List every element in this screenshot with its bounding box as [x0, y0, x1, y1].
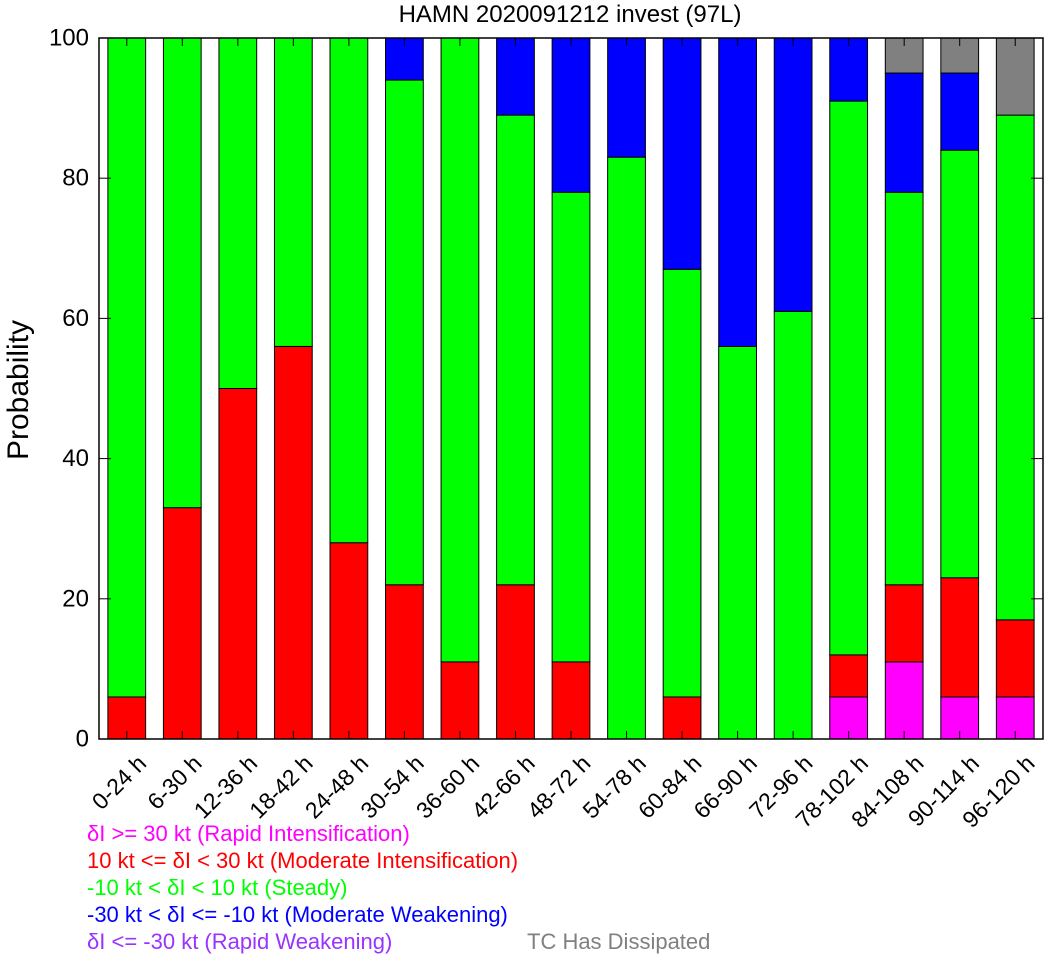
bar-segment-steady-9 — [607, 156, 646, 740]
legend-dissipated: TC Has Dissipated — [527, 929, 711, 954]
bar-segment-mw-8 — [551, 37, 591, 193]
bar-segment-steady-16 — [995, 114, 1035, 621]
legend-moderate-intensification: 10 kt <= δI < 30 kt (Moderate Intensific… — [87, 848, 519, 873]
bar-segment-ri-14 — [884, 661, 924, 740]
bar-segment-steady-1 — [162, 37, 202, 509]
bar-segment-mi-13 — [829, 654, 869, 698]
bars-group — [107, 37, 1035, 740]
bar-segment-steady-6 — [440, 37, 480, 663]
bar-segment-mi-3 — [273, 345, 313, 740]
y-tick-label-5: 100 — [49, 25, 89, 52]
y-tick-label-4: 80 — [62, 165, 89, 192]
bar-segment-steady-7 — [496, 114, 535, 586]
bar-segment-mi-15 — [940, 577, 980, 698]
bar-segment-steady-3 — [273, 37, 313, 347]
chart-title: HAMN 2020091212 invest (97L) — [399, 1, 742, 28]
legend-rapid-intensification: δI >= 30 kt (Rapid Intensification) — [87, 821, 410, 846]
bar-segment-steady-12 — [773, 310, 813, 740]
y-tick-label-1: 20 — [62, 585, 89, 612]
bar-segment-mi-14 — [884, 584, 924, 663]
y-axis-label: Probability — [2, 320, 35, 460]
bar-segment-steady-10 — [662, 268, 702, 698]
bar-segment-mi-16 — [995, 619, 1035, 698]
bar-segment-mi-1 — [162, 507, 202, 740]
bar-segment-steady-11 — [718, 345, 757, 740]
bar-segment-steady-8 — [551, 191, 591, 663]
bar-segment-steady-13 — [829, 100, 869, 656]
bar-segment-mi-4 — [329, 542, 369, 740]
bar-segment-steady-4 — [329, 37, 369, 544]
bar-segment-mw-12 — [773, 37, 813, 312]
legend-moderate-weakening: -30 kt < δI <= -10 kt (Moderate Weakenin… — [87, 902, 508, 927]
bar-segment-mi-2 — [218, 388, 258, 740]
bar-segment-mw-10 — [662, 37, 702, 270]
y-tick-label-3: 60 — [62, 305, 89, 332]
bar-segment-steady-14 — [884, 191, 924, 586]
bar-segment-mw-7 — [496, 37, 535, 116]
bar-segment-mi-7 — [496, 584, 535, 740]
bar-segment-mi-8 — [551, 661, 591, 740]
bar-segment-mw-13 — [829, 37, 869, 102]
bar-segment-mw-11 — [718, 37, 757, 347]
y-ticks-group: 0 20 40 60 80 100 — [49, 25, 1043, 753]
bar-segment-mi-6 — [440, 661, 480, 740]
bar-segment-diss-16 — [995, 37, 1035, 116]
y-tick-label-2: 40 — [62, 445, 89, 472]
bar-segment-mi-5 — [385, 584, 424, 740]
bar-segment-steady-15 — [940, 149, 980, 579]
bar-segment-steady-2 — [218, 37, 258, 389]
x-tick-label-0: 0-24 h — [87, 750, 152, 815]
legend-rapid-weakening: δI <= -30 kt (Rapid Weakening) — [87, 929, 393, 954]
plot-frame — [98, 37, 1044, 740]
bar-segment-steady-0 — [107, 37, 147, 698]
bar-segment-diss-14 — [884, 37, 924, 74]
bar-segment-mw-15 — [940, 72, 980, 151]
legend-steady: -10 kt < δI < 10 kt (Steady) — [87, 875, 348, 900]
bar-segment-mw-14 — [884, 72, 924, 193]
bar-segment-steady-5 — [385, 79, 424, 586]
bar-segment-mw-9 — [607, 37, 646, 158]
y-tick-label-0: 0 — [76, 726, 89, 753]
